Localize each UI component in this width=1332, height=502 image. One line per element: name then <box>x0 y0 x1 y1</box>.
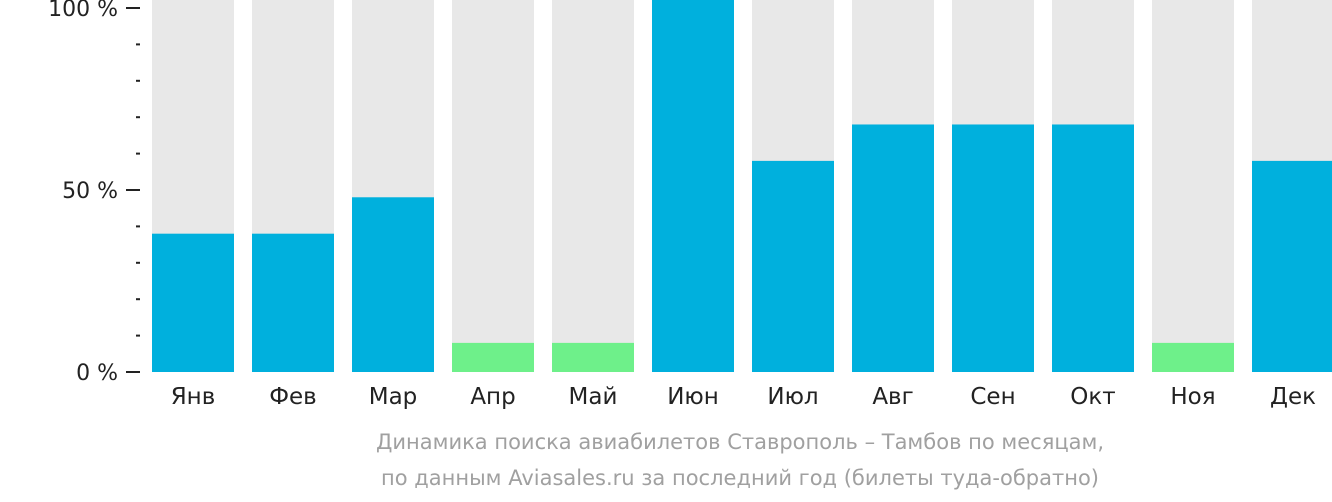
bar <box>952 124 1034 372</box>
bar-background <box>552 0 634 372</box>
x-tick-label: Ноя <box>1170 384 1215 410</box>
bar-background <box>452 0 534 372</box>
bar <box>452 342 534 372</box>
y-tick-label: 0 % <box>76 361 118 386</box>
bars <box>152 0 1332 372</box>
bar <box>752 160 834 372</box>
x-tick-label: Дек <box>1270 384 1316 410</box>
bar <box>652 0 734 372</box>
x-tick-label: Май <box>569 384 618 410</box>
bar <box>1152 342 1234 372</box>
bar <box>852 124 934 372</box>
bar-background <box>1152 0 1234 372</box>
y-tick-label: 100 % <box>48 0 118 22</box>
x-tick-label: Авг <box>872 384 913 410</box>
bar <box>1052 124 1134 372</box>
y-tick-label: 50 % <box>62 179 118 204</box>
bar <box>252 233 334 372</box>
x-axis: Янв Фев Мар Апр Май Июн Июл Авг Сен Окт Ноя Дек <box>171 384 1316 410</box>
bar <box>1252 160 1332 372</box>
x-tick-label: Июн <box>667 384 719 410</box>
x-tick-label: Фев <box>269 384 317 410</box>
x-tick-label: Мар <box>369 384 418 410</box>
x-tick-label: Окт <box>1070 384 1115 410</box>
bar <box>552 342 634 372</box>
chart-caption-line-1: Динамика поиска авиабилетов Ставрополь –… <box>375 430 1105 454</box>
x-tick-label: Апр <box>470 384 515 410</box>
bar <box>352 197 434 372</box>
x-tick-label: Сен <box>970 384 1015 410</box>
y-axis: 0 % 50 % 100 % <box>48 0 140 386</box>
x-tick-label: Июл <box>767 384 818 410</box>
chart-caption-line-2: по данным Aviasales.ru за последний год … <box>381 466 1099 490</box>
bar <box>152 233 234 372</box>
x-tick-label: Янв <box>171 384 216 410</box>
